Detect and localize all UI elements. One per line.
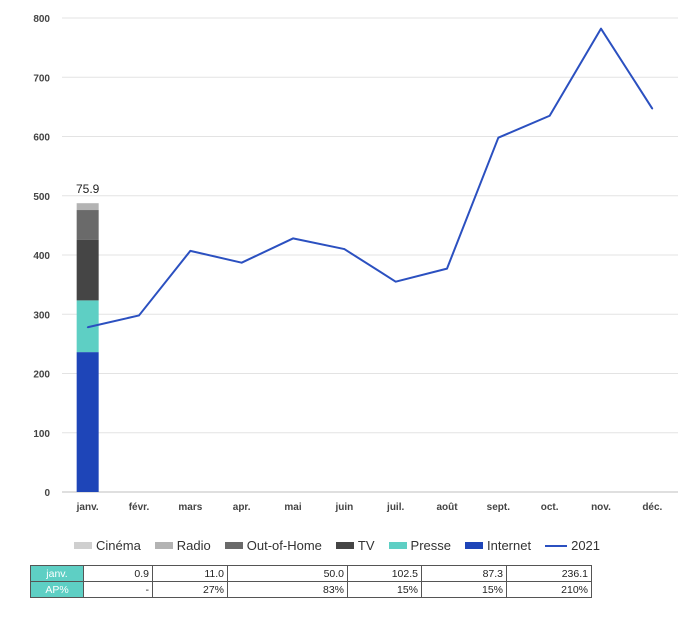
table-row: AP% - 27% 83% 15% 15% 210% [30, 581, 592, 598]
table-cell: 27% [152, 581, 228, 598]
legend-swatch [335, 542, 354, 549]
series-point [548, 114, 551, 117]
x-tick-label: oct. [541, 502, 559, 513]
legend-swatch [74, 542, 92, 549]
table-cell: 50.0 [227, 565, 348, 582]
stacked-bar [76, 202, 99, 492]
legend-label: Radio [176, 538, 211, 553]
legend-swatch [388, 542, 407, 549]
x-tick-label: janv. [76, 502, 99, 513]
table-cell: 15% [347, 581, 422, 598]
table-cell: 102.5 [347, 565, 422, 582]
series-point [292, 237, 294, 240]
x-axis-ticks: janv. févr. mars apr. mai juin juil. août sept. o… [76, 502, 663, 513]
table-cell: 83% [227, 581, 348, 598]
table-cell: 210% [506, 581, 592, 598]
y-tick-label: 400 [33, 251, 50, 262]
legend-item: Out-of-Home [224, 538, 322, 553]
y-tick-label: 300 [33, 310, 50, 321]
bar-total-label: 75.9 [76, 182, 100, 196]
chart: 0 100 200 300 400 500 600 700 800 janv. févr. mars… [33, 14, 678, 513]
gridlines [62, 17, 678, 493]
y-tick-label: 600 [33, 133, 50, 144]
series-point [394, 280, 397, 283]
legend-label: 2021 [571, 538, 601, 553]
y-tick-label: 200 [33, 370, 50, 381]
table-cell: 87.3 [421, 565, 507, 582]
y-tick-label: 500 [33, 192, 50, 203]
x-tick-label: août [436, 502, 458, 513]
series-point [240, 261, 243, 264]
table-row: janv. 0.9 11.0 50.0 102.5 87.3 236.1 [30, 565, 592, 582]
x-tick-label: juin [334, 502, 353, 513]
table-cell: - [83, 581, 153, 598]
legend-item: TV [335, 538, 375, 553]
bar-segment-cin-ma [76, 202, 99, 204]
x-tick-label: févr. [129, 502, 150, 513]
legend-label: Internet [487, 538, 532, 553]
table-cell: 11.0 [152, 565, 228, 582]
series-point [138, 314, 140, 317]
table-row-header: AP% [30, 581, 84, 598]
legend-item: Presse [388, 538, 451, 553]
bar-segment-tv [76, 239, 99, 301]
bar-segment-out-of-home [76, 210, 99, 240]
legend-label: Out-of-Home [246, 538, 322, 553]
legend-item: 2021 [545, 538, 600, 553]
bar-segment-radio [76, 203, 99, 211]
legend-label: Presse [410, 538, 451, 553]
x-tick-label: déc. [642, 502, 662, 513]
series-point [651, 107, 654, 110]
y-tick-label: 700 [33, 73, 50, 84]
table-cell: 15% [421, 581, 507, 598]
series-point [446, 267, 448, 270]
y-tick-label: 800 [33, 14, 50, 25]
series-point [343, 248, 346, 250]
line-series-2021 [86, 27, 654, 329]
x-tick-label: apr. [233, 502, 251, 513]
series-point [497, 136, 500, 139]
table-cell: 0.9 [83, 565, 153, 582]
data-table: janv. 0.9 11.0 50.0 102.5 87.3 236.1 AP%… [30, 565, 592, 598]
series-point [189, 250, 192, 252]
bar-segment-internet [76, 352, 99, 492]
legend-item: Internet [465, 538, 531, 553]
bar-segment-presse [76, 300, 99, 353]
x-tick-label: mai [284, 502, 301, 513]
legend-label: Cinéma [96, 538, 141, 553]
legend-item: Cinéma [74, 538, 141, 553]
x-tick-label: mars [178, 502, 202, 513]
legend-swatch [465, 542, 483, 549]
legend: Cinéma Radio Out-of-Home TV Presse Internet 20… [74, 538, 614, 553]
series-line [87, 27, 654, 329]
x-tick-label: sept. [487, 502, 511, 513]
x-tick-label: nov. [591, 502, 611, 513]
legend-item: Radio [154, 538, 211, 553]
y-axis-ticks: 0 100 200 300 400 500 600 700 800 [33, 14, 50, 499]
series-point [600, 27, 602, 30]
legend-swatch [224, 542, 243, 549]
table-cell: 236.1 [506, 565, 592, 582]
table-row-header: janv. [30, 565, 84, 582]
legend-swatch [545, 544, 568, 547]
series-point [86, 326, 89, 329]
x-tick-label: juil. [386, 502, 404, 513]
y-tick-label: 100 [33, 429, 50, 440]
legend-label: TV [357, 538, 375, 553]
y-tick-label: 0 [44, 488, 50, 499]
legend-swatch [154, 542, 173, 549]
